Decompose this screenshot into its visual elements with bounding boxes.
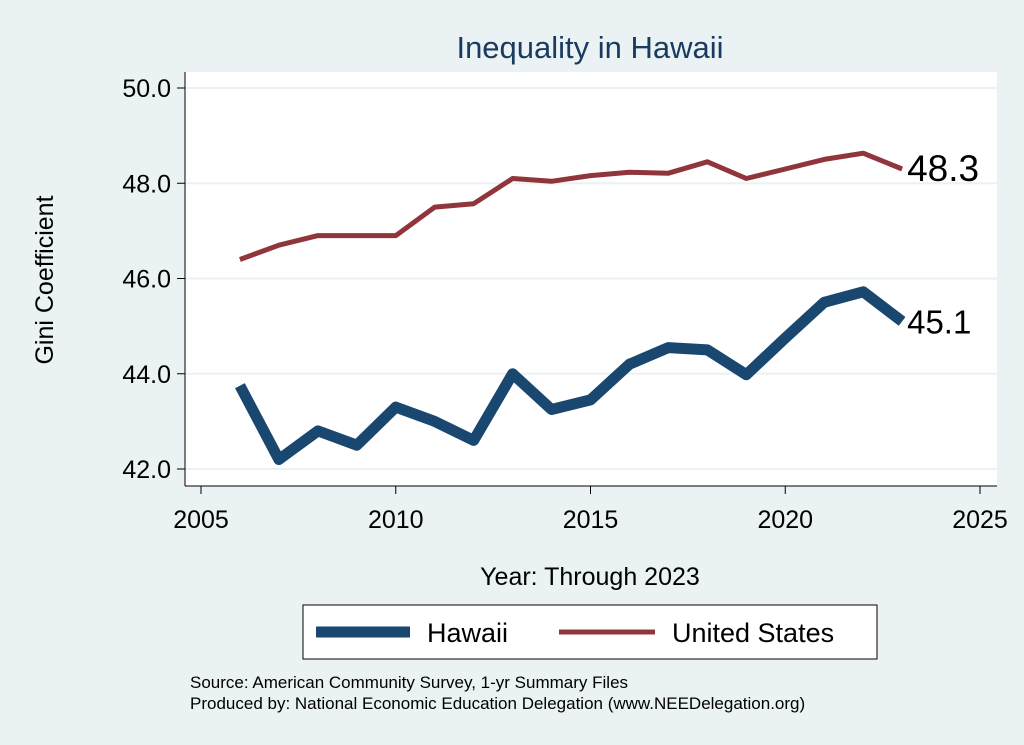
y-tick-label-46: 46.0 [122,266,171,294]
producer-note: Produced by: National Economic Education… [190,694,805,713]
legend: Hawaii United States [302,604,878,660]
x-tick-label-2010: 2010 [368,506,424,534]
x-tick-label-2015: 2015 [563,506,619,534]
series-line-united-states [239,150,904,262]
y-axis-title: Gini Coefficient [31,195,59,364]
x-tick-label-2025: 2025 [952,506,1008,534]
x-axis-ticks: 2005 2010 2015 2020 2025 [173,486,1008,534]
y-tick-label-50: 50.0 [122,75,171,103]
x-tick-label-2020: 2020 [757,506,813,534]
series-lines [235,150,906,465]
y-axis-ticks: 42.0 44.0 46.0 48.0 50.0 [122,75,185,484]
y-tick-label-44: 44.0 [122,361,171,389]
end-labels: 45.1 48.3 [907,148,979,340]
legend-label-united-states: United States [672,618,834,648]
legend-label-hawaii: Hawaii [427,618,508,648]
y-tick-label-48: 48.0 [122,170,171,198]
chart-title: Inequality in Hawaii [456,30,723,65]
gridlines [185,87,997,470]
end-label-hawaii: 45.1 [907,303,971,340]
end-label-united-states: 48.3 [907,148,979,189]
series-line-hawaii [235,286,906,465]
x-tick-label-2005: 2005 [173,506,229,534]
y-tick-label-42: 42.0 [122,456,171,484]
x-axis-title: Year: Through 2023 [480,563,700,591]
source-note: Source: American Community Survey, 1-yr … [190,673,628,692]
